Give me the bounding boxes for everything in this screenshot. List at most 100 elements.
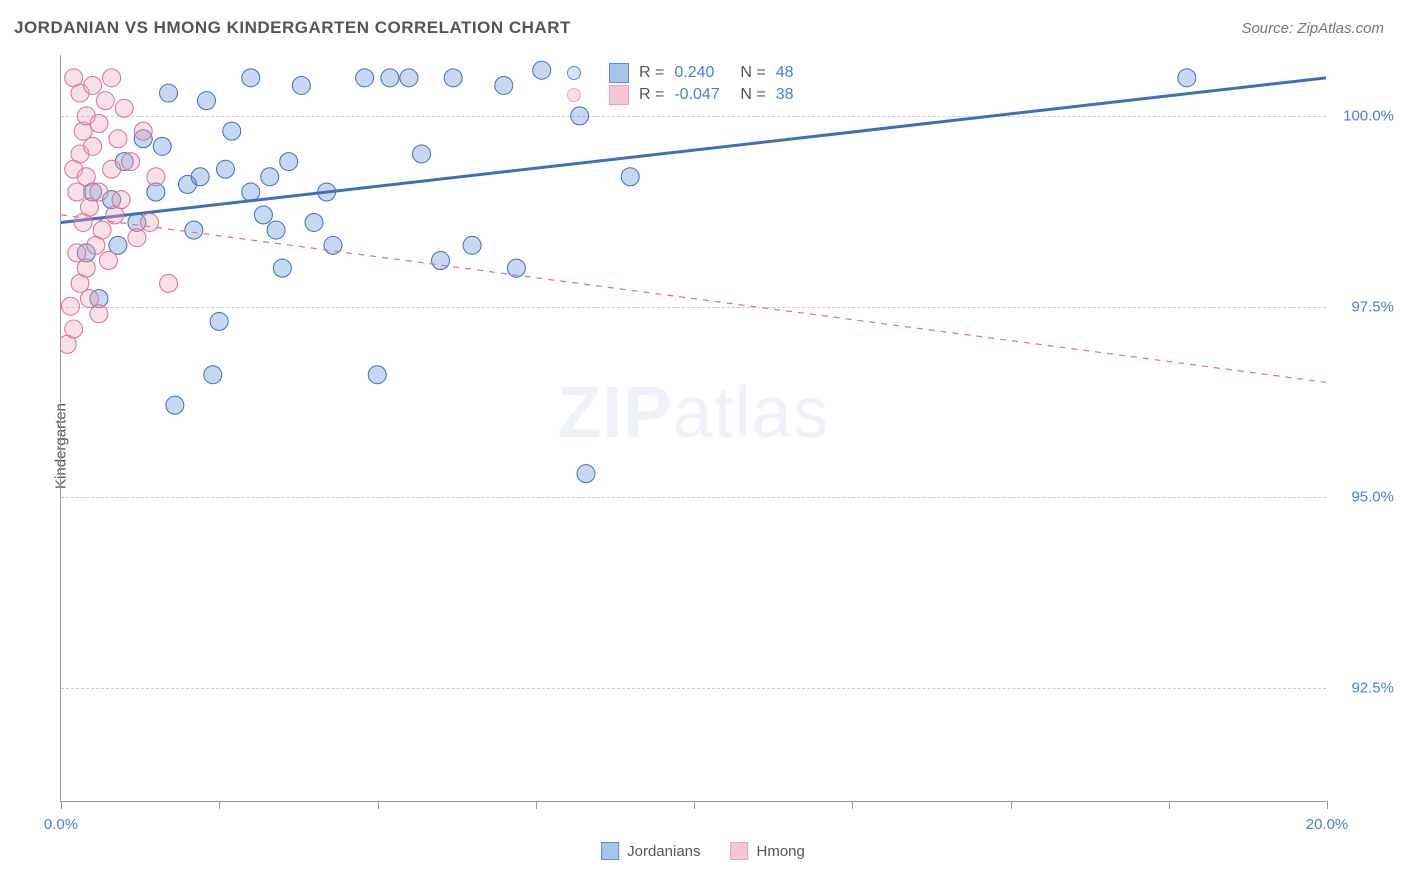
stats-swatch-icon (609, 63, 629, 83)
scatter-point (400, 69, 418, 87)
stats-r-label: R = (639, 64, 664, 82)
scatter-point (115, 99, 133, 117)
scatter-point (273, 259, 291, 277)
scatter-point (242, 69, 260, 87)
scatter-point (122, 153, 140, 171)
scatter-point (577, 465, 595, 483)
scatter-point (432, 252, 450, 270)
scatter-point (77, 168, 95, 186)
y-tick-label: 100.0% (1343, 107, 1394, 124)
correlation-stats-box: R = 0.240 N = 48 R = -0.047 N = 38 (567, 63, 832, 105)
scatter-point (147, 168, 165, 186)
scatter-point (254, 206, 272, 224)
x-tick (378, 801, 379, 809)
scatter-point (413, 145, 431, 163)
x-tick (219, 801, 220, 809)
scatter-point (305, 213, 323, 231)
scatter-point (223, 122, 241, 140)
x-tick (536, 801, 537, 809)
stats-marker-icon (567, 66, 581, 80)
scatter-point (99, 252, 117, 270)
scatter-point (533, 61, 551, 79)
x-tick (61, 801, 62, 809)
scatter-point (210, 312, 228, 330)
scatter-point (381, 69, 399, 87)
x-tick (852, 801, 853, 809)
stats-n-label: N = (740, 86, 765, 104)
scatter-point (1178, 69, 1196, 87)
stats-row: R = -0.047 N = 38 (567, 85, 832, 105)
scatter-point (65, 320, 83, 338)
stats-n-label: N = (740, 64, 765, 82)
scatter-point (507, 259, 525, 277)
y-tick-label: 95.0% (1351, 489, 1394, 506)
stats-n-value: 48 (776, 64, 832, 82)
x-tick-label: 0.0% (44, 816, 78, 833)
scatter-point (93, 221, 111, 239)
legend-item: Hmong (731, 842, 805, 860)
stats-marker-icon (567, 88, 581, 102)
y-tick-label: 92.5% (1351, 679, 1394, 696)
stats-r-label: R = (639, 86, 664, 104)
scatter-point (368, 366, 386, 384)
scatter-point (495, 76, 513, 94)
scatter-point (90, 115, 108, 133)
scatter-point (112, 191, 130, 209)
scatter-point (109, 130, 127, 148)
scatter-point (90, 305, 108, 323)
scatter-point (444, 69, 462, 87)
scatter-point (571, 107, 589, 125)
plot-svg (61, 55, 1326, 801)
scatter-point (261, 168, 279, 186)
legend-bottom: Jordanians Hmong (601, 842, 805, 860)
scatter-point (103, 160, 121, 178)
stats-swatch-icon (609, 85, 629, 105)
scatter-point (185, 221, 203, 239)
x-tick (1169, 801, 1170, 809)
scatter-point (77, 259, 95, 277)
stats-n-value: 38 (776, 86, 832, 104)
scatter-point (621, 168, 639, 186)
scatter-point (242, 183, 260, 201)
scatter-point (103, 69, 121, 87)
legend-swatch-icon (601, 842, 619, 860)
x-tick (1327, 801, 1328, 809)
x-tick (694, 801, 695, 809)
x-tick (1011, 801, 1012, 809)
scatter-point (160, 84, 178, 102)
scatter-point (267, 221, 285, 239)
chart-container: JORDANIAN VS HMONG KINDERGARTEN CORRELAT… (0, 0, 1406, 892)
scatter-point (166, 396, 184, 414)
scatter-point (61, 297, 79, 315)
scatter-point (280, 153, 298, 171)
scatter-point (84, 76, 102, 94)
scatter-point (463, 236, 481, 254)
stats-r-value: -0.047 (674, 86, 730, 104)
trend-line (61, 215, 1326, 382)
scatter-point (292, 76, 310, 94)
stats-r-value: 0.240 (674, 64, 730, 82)
scatter-point (134, 122, 152, 140)
legend-label: Jordanians (627, 843, 700, 860)
legend-swatch-icon (731, 842, 749, 860)
scatter-point (153, 137, 171, 155)
scatter-point (160, 274, 178, 292)
x-tick-label: 20.0% (1306, 816, 1349, 833)
scatter-point (197, 92, 215, 110)
scatter-point (204, 366, 222, 384)
y-tick-label: 97.5% (1351, 298, 1394, 315)
legend-label: Hmong (757, 843, 805, 860)
chart-title: JORDANIAN VS HMONG KINDERGARTEN CORRELAT… (14, 18, 571, 38)
scatter-point (141, 213, 159, 231)
source-credit: Source: ZipAtlas.com (1241, 20, 1384, 37)
scatter-point (191, 168, 209, 186)
scatter-point (216, 160, 234, 178)
scatter-point (96, 92, 114, 110)
scatter-point (128, 229, 146, 247)
scatter-point (356, 69, 374, 87)
stats-row: R = 0.240 N = 48 (567, 63, 832, 83)
scatter-point (90, 183, 108, 201)
plot-area: ZIPatlas R = 0.240 N = 48 R = -0.047 N =… (60, 55, 1326, 802)
scatter-point (84, 137, 102, 155)
legend-item: Jordanians (601, 842, 700, 860)
